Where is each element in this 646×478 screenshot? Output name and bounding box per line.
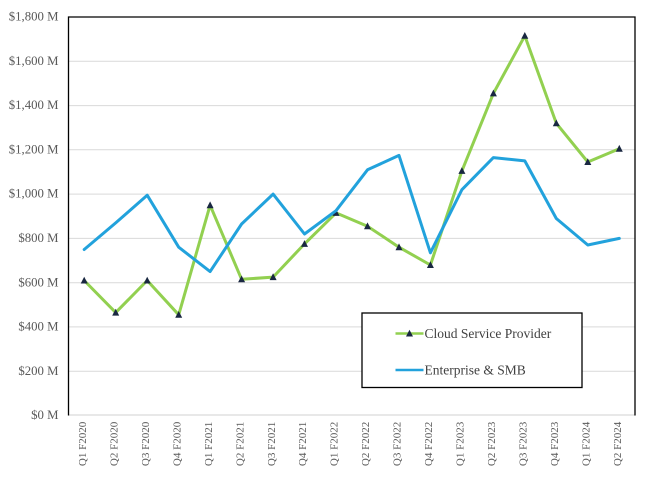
svg-text:Q4 F2023: Q4 F2023 — [549, 421, 561, 466]
svg-text:$1,200 M: $1,200 M — [9, 142, 59, 156]
svg-text:$200 M: $200 M — [18, 364, 58, 378]
svg-text:Q1 F2020: Q1 F2020 — [77, 421, 89, 466]
svg-text:Q4 F2022: Q4 F2022 — [423, 422, 435, 466]
svg-text:$1,600 M: $1,600 M — [9, 54, 59, 68]
svg-text:Q1 F2023: Q1 F2023 — [455, 421, 467, 466]
svg-text:Q4 F2020: Q4 F2020 — [171, 421, 183, 466]
svg-text:Enterprise & SMB: Enterprise & SMB — [425, 362, 526, 377]
svg-text:Q2 F2024: Q2 F2024 — [612, 421, 624, 466]
svg-text:Q3 F2020: Q3 F2020 — [140, 421, 152, 466]
svg-text:$1,400 M: $1,400 M — [9, 98, 59, 112]
svg-text:Cloud Service Provider: Cloud Service Provider — [425, 326, 552, 341]
svg-text:Q1 F2022: Q1 F2022 — [329, 422, 341, 466]
svg-text:$800 M: $800 M — [18, 231, 58, 245]
svg-text:Q3 F2023: Q3 F2023 — [517, 421, 529, 466]
svg-text:Q2 F2023: Q2 F2023 — [486, 421, 498, 466]
svg-text:Q1 F2024: Q1 F2024 — [580, 421, 592, 466]
svg-text:$600 M: $600 M — [18, 275, 58, 289]
svg-text:Q3 F2021: Q3 F2021 — [266, 422, 278, 466]
svg-text:Q1 F2021: Q1 F2021 — [203, 422, 215, 466]
svg-text:Q3 F2022: Q3 F2022 — [392, 422, 404, 466]
svg-text:$1,800 M: $1,800 M — [9, 10, 59, 24]
svg-text:$1,000 M: $1,000 M — [9, 187, 59, 201]
svg-text:Q2 F2022: Q2 F2022 — [360, 422, 372, 466]
svg-text:$400 M: $400 M — [18, 320, 58, 334]
svg-text:$0 M: $0 M — [31, 408, 58, 422]
svg-text:Q2 F2020: Q2 F2020 — [108, 421, 120, 466]
svg-text:Q4 F2021: Q4 F2021 — [297, 422, 309, 466]
svg-text:Q2 F2021: Q2 F2021 — [234, 422, 246, 466]
